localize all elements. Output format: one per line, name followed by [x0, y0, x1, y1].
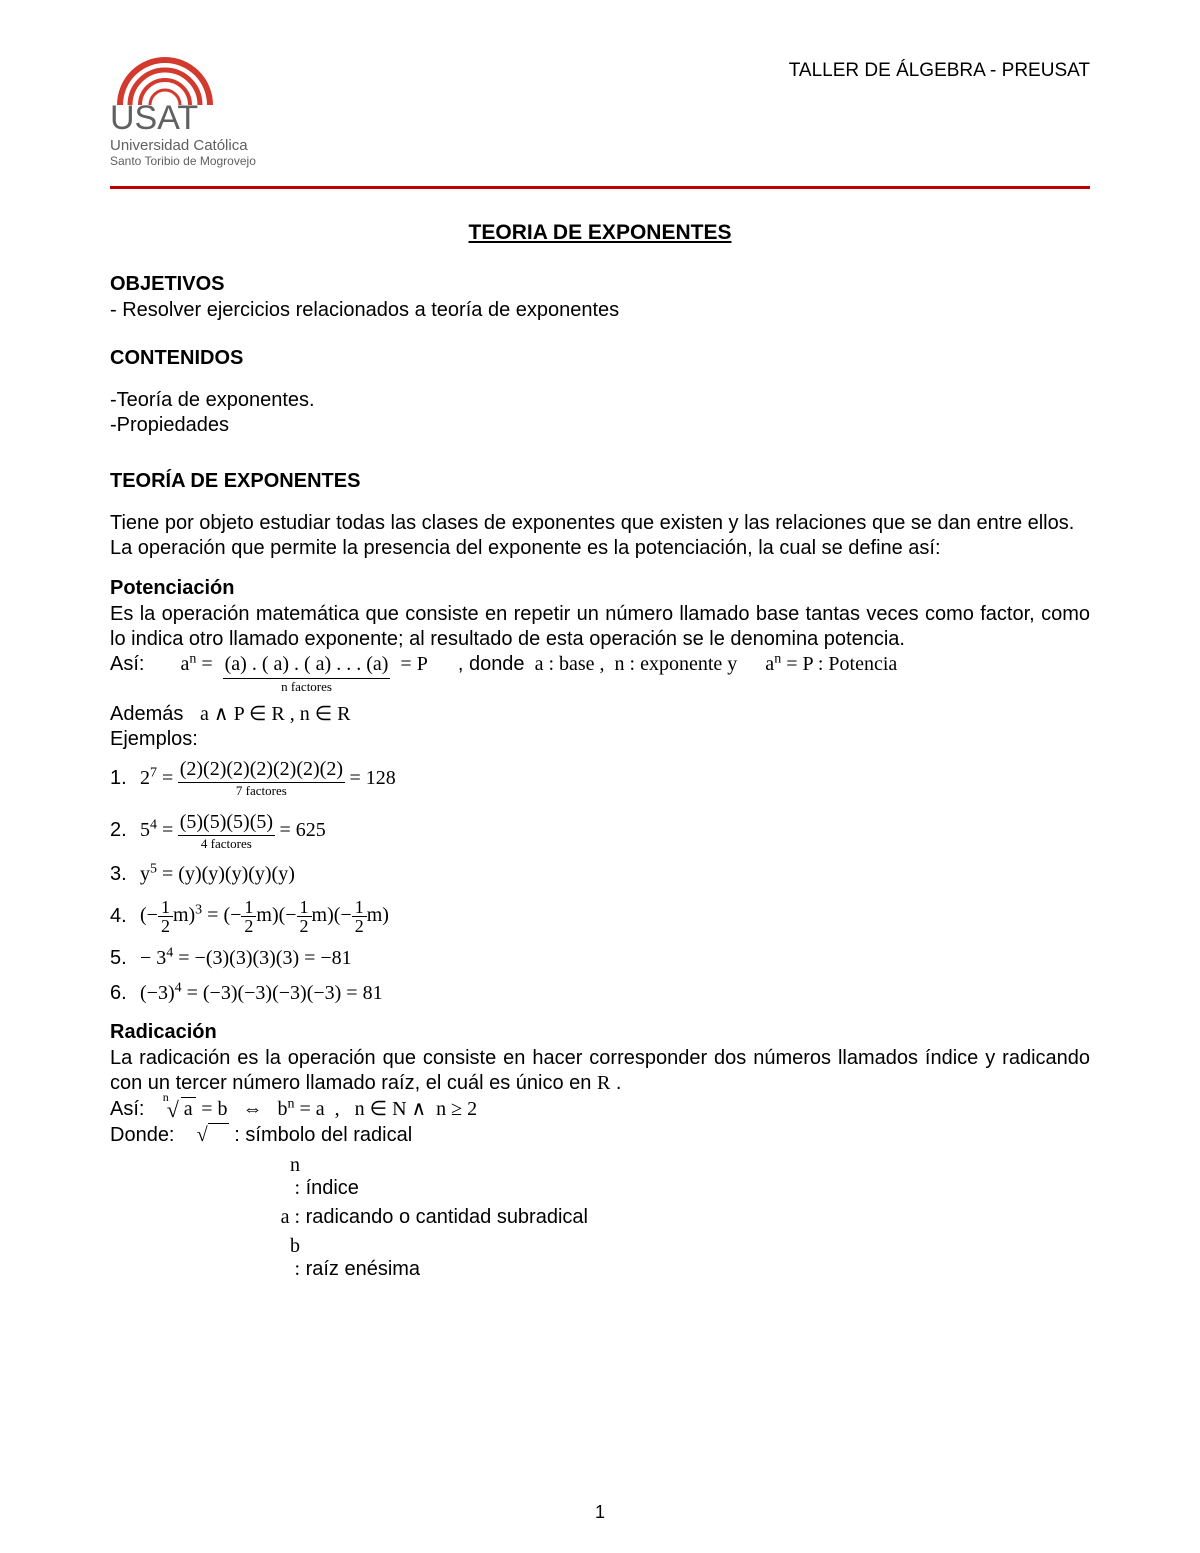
logo-block: USAT Universidad Católica Santo Toribio …	[110, 50, 256, 168]
ex-num-4: 4.	[110, 905, 140, 928]
ex1-brace-content: (2)(2)(2)(2)(2)(2)(2)	[178, 758, 345, 783]
potenciacion-heading: Potenciación	[110, 577, 1090, 600]
ex1-brace-label: 7 factores	[178, 784, 345, 798]
asi-label: Así:	[110, 652, 144, 677]
teoria-heading: TEORÍA DE EXPONENTES	[110, 470, 1090, 493]
pot-rhs-eq: = P	[400, 652, 427, 677]
objetivos-heading: OBJETIVOS	[110, 273, 1090, 296]
ex2-brace: (5)(5)(5)(5) 4 factores	[178, 811, 275, 851]
root-index: n	[163, 1090, 169, 1105]
header-divider	[110, 186, 1090, 189]
pot-brace-content: (a) . ( a) . ( a) . . . (a)	[223, 652, 391, 679]
course-title: TALLER DE ÁLGEBRA - PREUSAT	[789, 60, 1090, 82]
potenciacion-desc: Es la operación matemática que consiste …	[110, 602, 1090, 652]
radicacion-desc: La radicación es la operación que consis…	[110, 1046, 1090, 1096]
rad-root: n√a	[167, 1096, 196, 1124]
rad-asi-math: = b ⇔ bn = a , n ∈ N ∧ n ≥ 2	[201, 1098, 477, 1120]
contenidos-item-1: -Teoría de exponentes.	[110, 388, 1090, 413]
teoria-p1: Tiene por objeto estudiar todas las clas…	[110, 511, 1090, 536]
def-a-sym: a :	[280, 1206, 300, 1229]
contenidos-heading: CONTENIDOS	[110, 347, 1090, 370]
example-5: 5. − 34 = −(3)(3)(3)(3) = −81	[110, 947, 1090, 970]
ex2-brace-content: (5)(5)(5)(5)	[178, 811, 275, 836]
pot-brace-label: n factores	[223, 680, 391, 694]
pot-an-p: an = P : Potencia	[765, 652, 897, 677]
ex2-lhs: 54 =	[140, 819, 173, 842]
def-n-txt: índice	[306, 1177, 359, 1199]
logo-subtitle-1: Universidad Católica	[110, 137, 248, 154]
document-title: TEORIA DE EXPONENTES	[110, 221, 1090, 245]
potenciacion-formula-row: Así: an = (a) . ( a) . ( a) . . . (a) n …	[110, 652, 1090, 694]
ex4-math: (−12m)3 = (−12m)(−12m)(−12m)	[140, 898, 389, 935]
def-b: b : raíz enésima	[280, 1235, 1090, 1281]
pot-n-exp: n : exponente y	[615, 652, 738, 677]
rad-donde-label: Donde:	[110, 1124, 175, 1146]
example-4: 4. (−12m)3 = (−12m)(−12m)(−12m)	[110, 898, 1090, 935]
pot-donde: , donde	[458, 652, 525, 677]
logo-brand: USAT	[110, 101, 198, 135]
ademas-math: a ∧ P ∈ R , n ∈ R	[200, 703, 350, 725]
ejemplos-label: Ejemplos:	[110, 727, 1090, 752]
def-n: n : índice	[280, 1154, 1090, 1200]
objetivos-item: - Resolver ejercicios relacionados a teo…	[110, 298, 1090, 323]
pot-a-base: a : base ,	[535, 652, 605, 677]
ex6-plain: (−3)4 = (−3)(−3)(−3)(−3) = 81	[140, 982, 383, 1005]
ex-num-6: 6.	[110, 982, 140, 1005]
page-number: 1	[110, 1502, 1090, 1523]
rad-asi-label: Así:	[110, 1098, 144, 1120]
rad-desc-b: .	[610, 1072, 621, 1094]
page-header: USAT Universidad Católica Santo Toribio …	[110, 50, 1090, 186]
ex1-rhs: = 128	[349, 767, 395, 790]
rad-asi-row: Así: n√a = b ⇔ bn = a , n ∈ N ∧ n ≥ 2	[110, 1096, 1090, 1124]
ex1-lhs: 27 =	[140, 767, 173, 790]
rad-donde-txt: : símbolo del radical	[234, 1124, 412, 1146]
document-page: USAT Universidad Católica Santo Toribio …	[0, 0, 1200, 1553]
example-6: 6. (−3)4 = (−3)(−3)(−3)(−3) = 81	[110, 982, 1090, 1005]
ex-num-3: 3.	[110, 863, 140, 886]
def-b-txt: raíz enésima	[306, 1258, 421, 1280]
examples-list: 1. 27 = (2)(2)(2)(2)(2)(2)(2) 7 factores…	[110, 758, 1090, 1005]
ex2-rhs: = 625	[279, 819, 325, 842]
pot-lhs: an =	[180, 652, 212, 677]
def-n-sym: n :	[280, 1154, 300, 1200]
example-1: 1. 27 = (2)(2)(2)(2)(2)(2)(2) 7 factores…	[110, 758, 1090, 798]
rad-donde-row: Donde: √ : símbolo del radical	[110, 1123, 1090, 1148]
contenidos-item-2: -Propiedades	[110, 413, 1090, 438]
ademas-row: Además a ∧ P ∈ R , n ∈ R	[110, 702, 1090, 727]
rad-desc-r: R	[597, 1072, 610, 1094]
ademas-label: Además	[110, 703, 183, 725]
ex2-brace-label: 4 factores	[178, 837, 275, 851]
example-2: 2. 54 = (5)(5)(5)(5) 4 factores = 625	[110, 811, 1090, 851]
logo-subtitle-2: Santo Toribio de Mogrovejo	[110, 154, 256, 168]
radicacion-heading: Radicación	[110, 1021, 1090, 1044]
rad-donde-sym: √	[197, 1123, 229, 1146]
logo-arcs-icon	[110, 50, 220, 105]
ex-num-1: 1.	[110, 767, 140, 790]
rad-defs: n : índice a : radicando o cantidad subr…	[280, 1154, 1090, 1281]
ex3-plain: y5 = (y)(y)(y)(y)(y)	[140, 863, 295, 886]
def-a: a : radicando o cantidad subradical	[280, 1206, 1090, 1229]
ex5-plain: − 34 = −(3)(3)(3)(3) = −81	[140, 947, 352, 970]
def-b-sym: b :	[280, 1235, 300, 1281]
ex1-brace: (2)(2)(2)(2)(2)(2)(2) 7 factores	[178, 758, 345, 798]
ex-num-2: 2.	[110, 819, 140, 842]
ex-num-5: 5.	[110, 947, 140, 970]
root-radicand: a	[181, 1097, 196, 1120]
pot-brace: (a) . ( a) . ( a) . . . (a) n factores	[223, 652, 391, 694]
teoria-p2: La operación que permite la presencia de…	[110, 536, 1090, 561]
example-3: 3. y5 = (y)(y)(y)(y)(y)	[110, 863, 1090, 886]
def-a-txt: radicando o cantidad subradical	[306, 1206, 588, 1228]
